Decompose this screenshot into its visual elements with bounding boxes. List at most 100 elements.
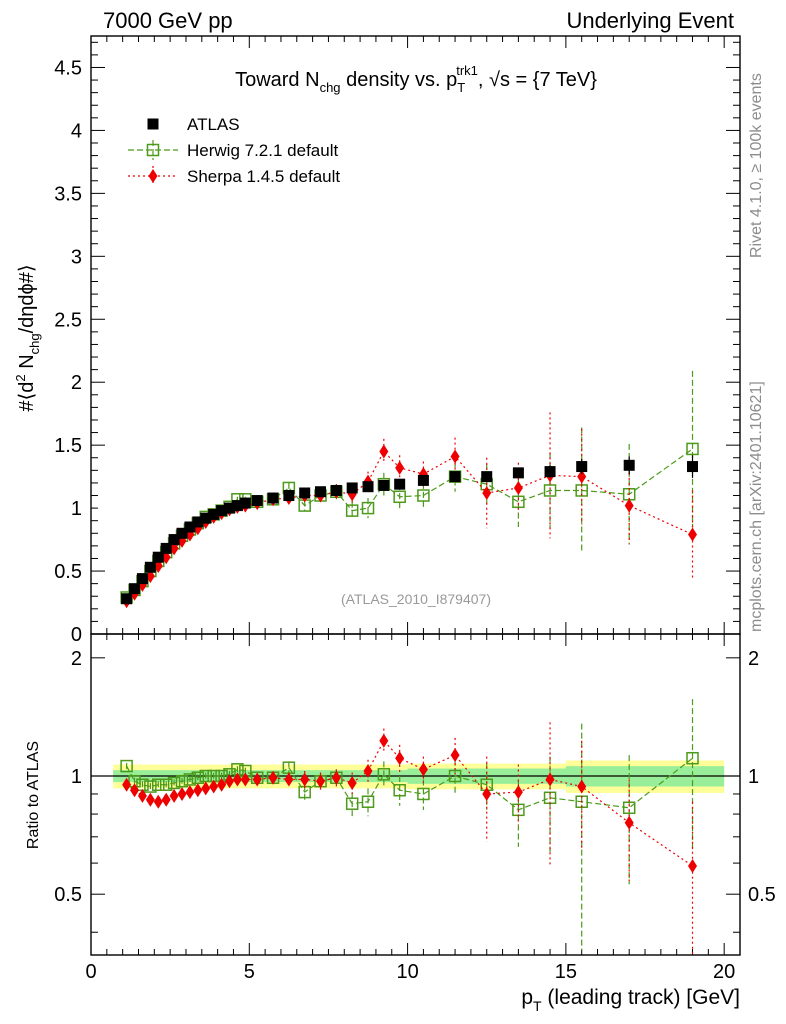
main-y-tick-label: 3.5 [54,183,82,205]
ratio-sherpa-point [177,786,187,801]
y-label-part: chg [27,333,42,354]
ratio-sherpa-point [482,786,492,801]
x-tick-label: 20 [713,961,735,983]
ratio-sherpa-point [209,779,219,794]
ratio-herwig-point [377,768,391,781]
atlas-point [224,502,236,514]
y-label-part: N [16,354,38,374]
herwig-point [686,442,699,456]
sherpa-point [513,480,523,495]
ratio-sherpa-point [577,779,587,794]
sherpa-point [395,460,405,475]
ratio-herwig-line [126,757,693,811]
y-label-part: 2 [13,374,28,381]
main-y-ticks [91,41,740,635]
series-atlas [121,455,699,605]
atlas-point [121,593,133,605]
atlas-point [267,492,279,504]
legend-marker [146,143,160,157]
ratio-herwig-point [622,801,636,815]
ratio-herwig-point [144,780,157,793]
x-tick-label: 15 [555,961,577,983]
sherpa-point [450,449,460,464]
ratio-series-herwig [120,699,699,951]
atlas-point [544,466,556,478]
ratio-sherpa-point [193,783,203,798]
legend-label: Herwig 7.2.1 default [187,141,338,160]
sherpa-point [688,527,698,542]
legend-label: ATLAS [187,115,240,134]
ratio-sherpa-point [624,815,634,830]
ratio-sherpa-point [300,772,310,787]
ratio-frame [90,633,741,956]
legend-marker [148,169,158,183]
ratio-y-tick-label: 1 [71,766,82,788]
title-part: , √s = {7 TeV} [478,69,597,91]
atlas-point [208,508,220,520]
herwig-point [512,495,525,509]
atlas-point [315,486,327,498]
ratio-sherpa-point [169,788,179,803]
atlas-point [330,484,342,496]
x-label-part: T [533,998,542,1014]
main-y-tick-label: 1 [71,498,82,520]
main-y-tick-label: 4 [71,120,82,142]
main-y-tick-label: 0 [71,624,82,646]
ratio-herwig-point [361,795,375,808]
title-part: density vs. p [341,69,458,91]
atlas-point [512,467,524,479]
ratio-y-tick-label-right: 2 [748,648,759,670]
ratio-sherpa-point [688,858,698,873]
title-part: chg [320,80,341,95]
series-herwig [120,370,699,604]
atlas-point [136,573,148,585]
herwig-line [126,448,693,598]
main-y-tick-label: 2 [71,372,82,394]
atlas-point [283,490,295,502]
ratio-sherpa-point [331,770,341,785]
main-y-tick-label: 0.5 [54,561,82,583]
sherpa-point [379,444,389,459]
atlas-point [251,495,263,507]
atlas-point [346,482,358,494]
ratio-sherpa-point [130,783,140,798]
ratio-herwig-point [417,787,430,801]
herwig-point [393,490,406,504]
ratio-y-tick-label-right: 0.5 [748,884,776,906]
y-label-part: #⟨d [16,382,38,412]
ratio-sherpa-point [137,788,147,803]
x-label-part: (leading track) [GeV] [542,986,740,1009]
ratio-herwig-point [167,776,181,790]
ratio-sherpa-point [225,774,235,789]
ratio-y-tick-label: 2 [71,648,82,670]
ratio-y-axis-label: Ratio to ATLAS [25,741,42,849]
atlas-point [231,500,243,512]
atlas-point [168,534,180,546]
herwig-point [543,484,557,497]
ratio-sherpa-point [252,772,262,787]
ratio-herwig-point [686,751,699,765]
ratio-sherpa-point [240,772,250,787]
herwig-point [345,504,359,517]
atlas-point [362,481,374,493]
ratio-sherpa-point [284,772,294,787]
x-tick-label: 5 [244,961,255,983]
ratio-sherpa-point [268,770,278,785]
ratio-y-ticks [91,657,740,933]
atlas-point [216,505,228,517]
ratio-sherpa-point [201,781,211,796]
ratio-herwig-point [120,759,133,773]
atlas-point [394,478,406,490]
sherpa-point [482,485,492,500]
ratio-sherpa-point [347,775,357,790]
x-ticks [90,36,725,955]
ratio-sherpa-point [379,733,389,748]
atlas-point [192,516,204,528]
atlas-point [687,461,699,473]
ratio-herwig-point [152,778,165,792]
ratio-y-tick-label-right: 1 [748,766,759,788]
ratio-sherpa-point [316,774,326,789]
ratio-sherpa-point [161,792,171,807]
ratio-sherpa-point [545,772,555,787]
atlas-point [152,551,164,563]
